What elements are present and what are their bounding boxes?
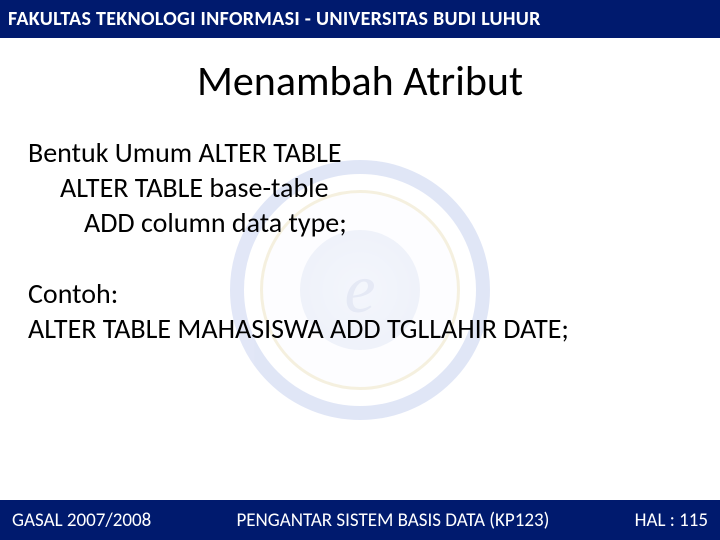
body-line-1: Bentuk Umum ALTER TABLE: [28, 135, 692, 170]
body-text: Bentuk Umum ALTER TABLE ALTER TABLE base…: [28, 135, 692, 346]
footer-bar: GASAL 2007/2008 PENGANTAR SISTEM BASIS D…: [0, 500, 720, 540]
content-area: Menambah Atribut Bentuk Umum ALTER TABLE…: [0, 38, 720, 346]
footer-center-layer: PENGANTAR SISTEM BASIS DATA (KP123): [236, 509, 549, 532]
body-line-2: ALTER TABLE base-table: [28, 170, 692, 205]
body-line-5: ALTER TABLE MAHASISWA ADD TGLLAHIR DATE;: [28, 311, 692, 346]
footer-center-text: PENGANTAR SISTEM BASIS DATA (KP123): [236, 509, 549, 532]
body-line-3: ADD column data type;: [28, 205, 692, 240]
body-line-4: Contoh:: [28, 276, 692, 311]
slide-title: Menambah Atribut: [28, 56, 692, 107]
footer-right: HAL : 115: [635, 509, 708, 532]
footer-left: GASAL 2007/2008: [12, 509, 151, 532]
footer-center: PENGANTAR SISTEM BASIS DATA (KP123): [151, 509, 634, 532]
header-bar: FAKULTAS TEKNOLOGI INFORMASI - UNIVERSIT…: [0, 0, 720, 38]
header-text: FAKULTAS TEKNOLOGI INFORMASI - UNIVERSIT…: [8, 7, 541, 31]
